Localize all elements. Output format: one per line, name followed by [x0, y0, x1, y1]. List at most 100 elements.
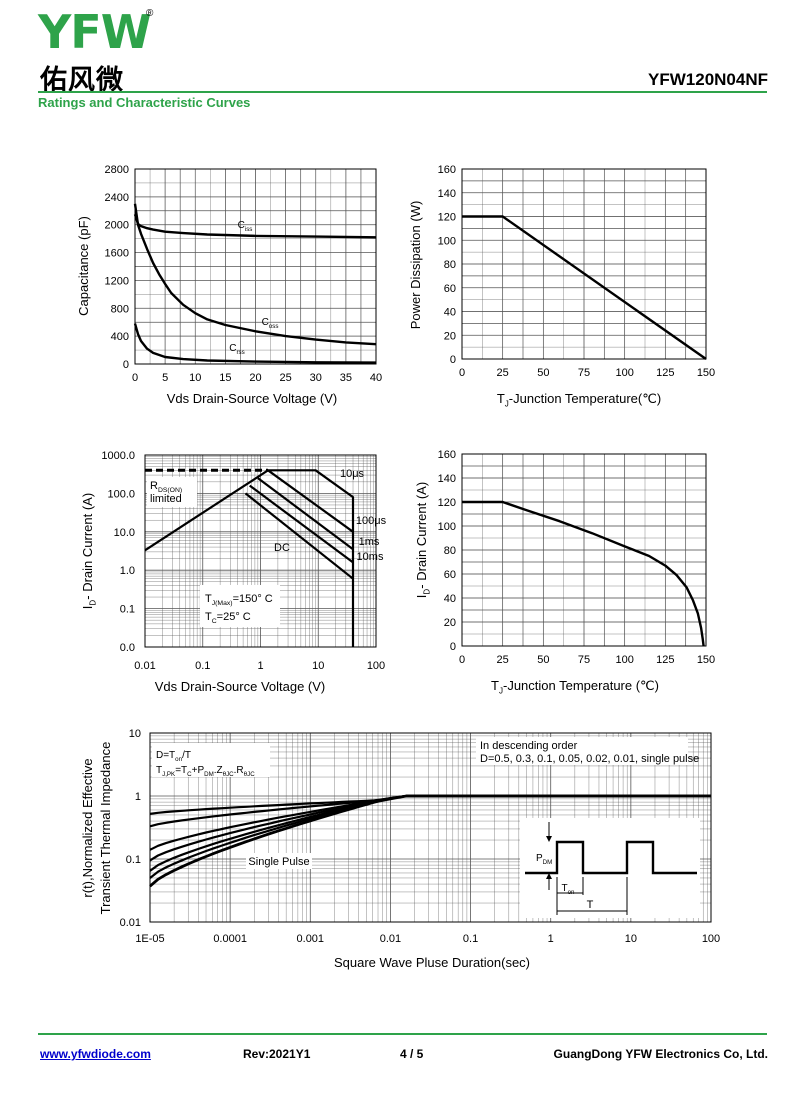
- y-tick-label: 140: [438, 473, 456, 485]
- y-tick-label: 120: [438, 212, 456, 224]
- x-tick-label: 15: [219, 372, 231, 384]
- duty-formula: D=Ton/T: [156, 750, 191, 763]
- x-tick-label: 0: [132, 372, 138, 384]
- y-tick-label: 400: [111, 331, 129, 343]
- y-tick-label: 80: [444, 259, 456, 271]
- series-line-ciss: [133, 213, 377, 239]
- y-tick-label: 1000.0: [101, 450, 135, 462]
- label-1ms: 1ms: [359, 536, 380, 548]
- pdm-label: PDM: [536, 853, 552, 866]
- y-tick-label: 40: [444, 593, 456, 605]
- y-tick-label: 120: [438, 497, 456, 509]
- label-text: R: [150, 480, 158, 492]
- y-tick-label: 100: [438, 521, 456, 533]
- label-text: C: [262, 317, 269, 328]
- label-text: C: [229, 343, 236, 354]
- y-tick-label: 40: [444, 307, 456, 319]
- y-tick-label: 2800: [105, 164, 129, 176]
- y-tick-label: 2000: [105, 220, 129, 232]
- legend-line-2: D=0.5, 0.3, 0.1, 0.05, 0.02, 0.01, singl…: [480, 753, 699, 765]
- x-tick-label: 50: [537, 654, 549, 666]
- label-text: C: [238, 220, 245, 231]
- x-tick-label: 1: [257, 660, 263, 672]
- formula-bg: [152, 743, 270, 777]
- y-tick-label: 1.0: [120, 565, 135, 577]
- x-tick-label: 20: [249, 372, 261, 384]
- coss-label: Coss: [262, 317, 279, 330]
- single-pulse-bg: [246, 853, 312, 869]
- y-tick-label: 20: [444, 617, 456, 629]
- y-tick-label: 1200: [105, 275, 129, 287]
- y-tick-label: 20: [444, 330, 456, 342]
- label-text: T: [205, 611, 212, 623]
- y-axis-label: Power Dissipation (W): [408, 201, 423, 330]
- subscript-text: DM: [204, 771, 214, 778]
- y-tick-label: 10: [129, 728, 141, 740]
- thermal-curve-d05: [149, 794, 711, 815]
- label-100us: 100μs: [356, 515, 387, 527]
- pulse-diagram-bg: [520, 818, 700, 918]
- subscript-text: DM: [543, 859, 553, 866]
- logo-chinese-name: 佑风微: [40, 65, 124, 96]
- y-tick-label: 60: [444, 283, 456, 295]
- company-name: GuangDong YFW Electronics Co, Ltd.: [553, 1047, 768, 1061]
- y-tick-label: 1600: [105, 248, 129, 260]
- x-tick-label: 125: [656, 654, 674, 666]
- label-text: =150° C: [233, 593, 273, 605]
- tj-max-condition: TJ(Max)=150° C: [205, 593, 273, 607]
- y-tick-label: 2400: [105, 192, 129, 204]
- series-line-pd: [462, 215, 707, 360]
- series-line-crss: [133, 323, 377, 364]
- thermal-plot-frame: [149, 732, 712, 923]
- drain-current-plot-frame: [461, 453, 707, 647]
- x-tick-label: 75: [578, 367, 590, 379]
- x-tick-label: 0.1: [463, 933, 478, 945]
- conditions-label-bg: [200, 585, 280, 627]
- y-tick-label: 0.1: [126, 854, 141, 866]
- legend-line-1: In descending order: [480, 740, 578, 752]
- subscript-text: J,PK: [162, 771, 176, 778]
- page-number: 4 / 5: [400, 1047, 424, 1061]
- x-axis-label: TJ-Junction Temperature (℃): [491, 678, 659, 696]
- x-tick-label: 75: [578, 654, 590, 666]
- label-text: +P: [192, 765, 205, 776]
- y-axis-label-line1: r(t),Normalized Effective: [80, 758, 95, 897]
- tc-condition: TC=25° C: [205, 611, 251, 625]
- rdson-label-bg: [147, 477, 197, 507]
- x-axis-label: TJ-Junction Temperature(℃): [497, 391, 661, 409]
- revision: Rev:2021Y1: [243, 1047, 311, 1061]
- x-tick-label: 1E-05: [135, 933, 164, 945]
- x-tick-label: 50: [537, 367, 549, 379]
- label-text: =25° C: [217, 611, 251, 623]
- x-tick-label: 100: [367, 660, 385, 672]
- company-logo: YFW ® 佑风微: [38, 8, 168, 96]
- label-text: -Junction Temperature (℃): [503, 678, 659, 693]
- x-tick-label: 25: [497, 654, 509, 666]
- y-tick-label: 160: [438, 449, 456, 461]
- section-title: Ratings and Characteristic Curves: [38, 95, 251, 110]
- x-tick-label: 10: [189, 372, 201, 384]
- y-axis-label-line2: Transient Thermal Impedance: [98, 742, 113, 915]
- x-tick-label: 0.01: [380, 933, 401, 945]
- label-text: /T: [182, 750, 191, 761]
- x-tick-label: 35: [340, 372, 352, 384]
- y-tick-label: 100: [438, 235, 456, 247]
- single-pulse-label: Single Pulse: [248, 856, 309, 868]
- y-axis-label: ID- Drain Current (A): [80, 493, 98, 609]
- pdm-arrowhead-top: [546, 836, 552, 842]
- x-tick-label: 125: [656, 367, 674, 379]
- y-tick-label: 100.0: [107, 488, 135, 500]
- soa-plot-frame: [144, 454, 377, 648]
- x-tick-label: 100: [615, 654, 633, 666]
- y-axis-label: ID- Drain Current (A): [414, 482, 432, 598]
- soa-line-10us: [268, 469, 355, 647]
- x-tick-label: 0.1: [195, 660, 210, 672]
- footer-divider: [38, 1033, 767, 1035]
- x-tick-label: 100: [702, 933, 720, 945]
- pdm-arrowhead-bottom: [546, 873, 552, 879]
- website-link[interactable]: www.yfwdiode.com: [40, 1047, 151, 1061]
- label-text: .R: [234, 765, 244, 776]
- subscript-text: oss: [269, 323, 279, 330]
- subscript-text: rss: [236, 349, 244, 356]
